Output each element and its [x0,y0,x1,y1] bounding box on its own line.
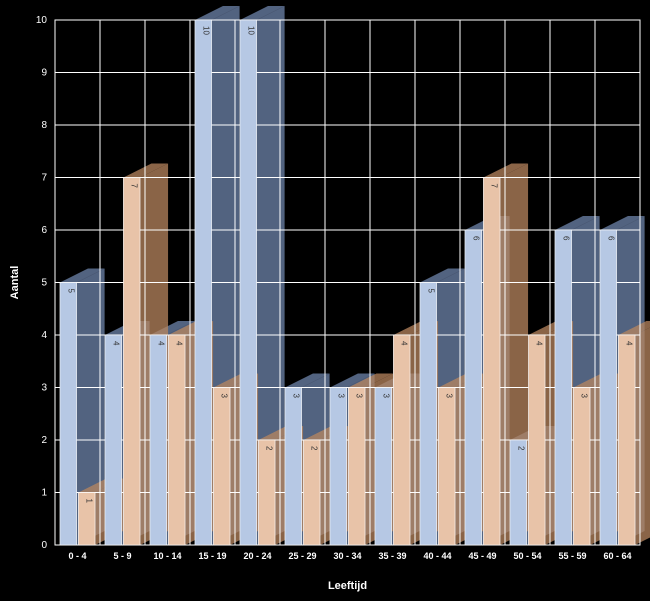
bar-value-label: 10 [201,26,210,35]
bar-value-label: 4 [400,341,409,346]
y-axis-label: Aantal [9,266,21,300]
bar-value-label: 7 [490,184,499,189]
x-axis-label: Leeftijd [328,580,367,592]
bar-value-label: 6 [471,236,480,241]
bar-value-label: 6 [561,236,570,241]
bar-value-label: 3 [445,394,454,399]
svg-text:2: 2 [41,435,47,446]
category-label: 5 - 9 [113,551,131,561]
bar-B-11 [573,388,590,546]
svg-text:6: 6 [41,225,47,236]
svg-text:9: 9 [41,68,47,79]
category-label: 60 - 64 [603,551,631,561]
bar-B-6 [348,388,365,546]
bar-B-1 [123,178,140,546]
svg-text:7: 7 [41,173,47,184]
bar-A-11 [555,230,572,545]
bar-B-7 [393,335,410,545]
category-label: 20 - 24 [243,551,271,561]
category-label: 35 - 39 [378,551,406,561]
bar-value-label: 4 [111,341,120,346]
bar-B-8 [438,388,455,546]
bar-value-label: 3 [580,394,589,399]
category-label: 40 - 44 [423,551,451,561]
bar-A-2 [150,335,167,545]
svg-text:4: 4 [41,330,47,341]
category-label: 0 - 4 [68,551,86,561]
bar-value-label: 7 [130,184,139,189]
bar-A-9 [465,230,482,545]
svg-text:0: 0 [41,540,47,551]
svg-text:10: 10 [36,15,48,26]
bar-A-1 [105,335,122,545]
bar-value-label: 5 [66,289,75,294]
bar-value-label: 4 [625,341,634,346]
category-label: 25 - 29 [288,551,316,561]
bar-A-8 [420,283,437,546]
bar-B-9 [483,178,500,546]
bar-value-label: 4 [175,341,184,346]
category-label: 30 - 34 [333,551,361,561]
category-label: 50 - 54 [513,551,541,561]
svg-text:8: 8 [41,120,47,131]
bar-B-4 [258,440,275,545]
svg-text:1: 1 [41,488,47,499]
bar-value-label: 1 [85,499,94,504]
bar-value-label: 6 [606,236,615,241]
bar-A-7 [375,388,392,546]
bar-A-12 [600,230,617,545]
bar-A-0 [60,283,77,546]
bar-value-label: 2 [516,446,525,451]
category-label: 15 - 19 [198,551,226,561]
bar-B-3 [213,388,230,546]
bar-value-label: 3 [291,394,300,399]
bar-value-label: 4 [156,341,165,346]
category-label: 45 - 49 [468,551,496,561]
bar-value-label: 4 [535,341,544,346]
svg-text:3: 3 [41,383,47,394]
bar-B-2 [168,335,185,545]
bar-A-10 [510,440,527,545]
bar-value-label: 3 [355,394,364,399]
bar-value-label: 2 [265,446,274,451]
svg-text:5: 5 [41,278,47,289]
bar-A-5 [285,388,302,546]
bar-value-label: 3 [336,394,345,399]
bar-B-12 [618,335,635,545]
bar-A-4 [240,20,257,545]
category-label: 55 - 59 [558,551,586,561]
bar-value-label: 10 [246,26,255,35]
category-label: 10 - 14 [153,551,181,561]
bar-A-3 [195,20,212,545]
bar-B-5 [303,440,320,545]
bar-value-label: 2 [310,446,319,451]
bar-A-6 [330,388,347,546]
bar-value-label: 3 [220,394,229,399]
bar-value-label: 5 [426,289,435,294]
bar-value-label: 3 [381,394,390,399]
bar-B-10 [528,335,545,545]
